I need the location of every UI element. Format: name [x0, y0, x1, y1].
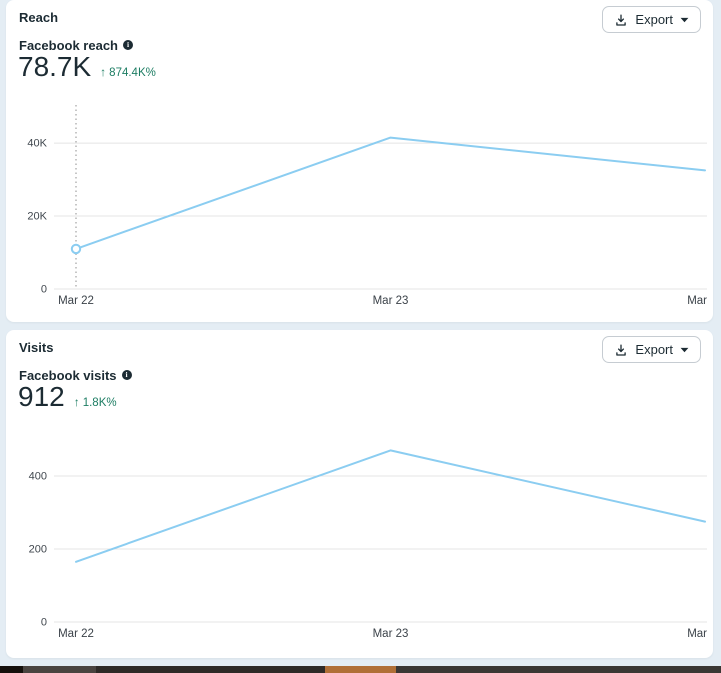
metric-label-row: Facebook visits i — [19, 367, 132, 383]
metric-value-reach: 78.7K — [18, 51, 92, 82]
reach-line-chart[interactable]: 0 20K 40K Mar 22 Mar 23 Mar — [6, 100, 713, 312]
image-sliver-segment — [96, 666, 325, 673]
metric-label-visits: Facebook visits — [19, 367, 117, 383]
download-icon — [616, 344, 627, 356]
delta-badge: ↑ 874.4K% — [100, 66, 156, 80]
info-glyph: i — [126, 40, 130, 50]
info-icon[interactable]: i — [123, 40, 133, 50]
arrow-up-icon: ↑ — [73, 395, 80, 409]
export-label: Export — [635, 342, 673, 357]
arrow-up-icon: ↑ — [100, 65, 107, 79]
y-axis-tick-label: 20K — [27, 211, 47, 223]
data-line — [75, 449, 706, 563]
x-axis-tick-label: Mar 23 — [373, 295, 409, 307]
x-axis-tick-label: Mar — [687, 628, 707, 640]
y-axis-tick-label: 40K — [27, 138, 47, 150]
info-icon[interactable]: i — [121, 370, 132, 380]
chevron-down-icon — [680, 17, 689, 22]
info-glyph: i — [125, 370, 128, 380]
y-axis-tick-label: 400 — [29, 471, 47, 483]
visits-card: Visits Export Facebook visits i 912 ↑ 1.… — [6, 330, 713, 658]
reach-card: Reach Export Facebook reach i 78.7K ↑ 87… — [6, 0, 713, 322]
partial-next-section-image — [0, 666, 721, 673]
delta-value-visits: 1.8K% — [82, 397, 117, 409]
card-title-visits: Visits — [19, 340, 54, 355]
selected-data-point-marker[interactable] — [70, 243, 82, 255]
chevron-down-icon — [680, 347, 689, 352]
export-button-visits[interactable]: Export — [602, 336, 701, 363]
visits-line-chart[interactable]: 0 200 400 Mar 22 Mar 23 Mar — [6, 430, 713, 645]
x-axis-tick-label: Mar — [687, 295, 707, 307]
metric-label-row: Facebook reach i — [19, 37, 133, 53]
export-button-reach[interactable]: Export — [602, 6, 701, 33]
y-axis-tick-label: 200 — [29, 544, 47, 556]
delta-badge: ↑ 1.8K% — [74, 396, 117, 410]
metric-value-visits: 912 — [18, 381, 65, 412]
image-sliver-segment — [396, 666, 721, 673]
x-axis-tick-label: Mar 22 — [58, 295, 94, 307]
x-axis-tick-label: Mar 22 — [58, 628, 94, 640]
image-sliver-segment — [23, 666, 96, 673]
image-sliver-segment — [0, 666, 23, 673]
image-sliver-segment — [325, 666, 396, 673]
metric-value-row: 912 ↑ 1.8K% — [18, 383, 117, 411]
data-line — [75, 136, 706, 250]
metric-label-reach: Facebook reach — [19, 37, 118, 53]
y-axis-tick-label: 0 — [41, 617, 47, 629]
metric-value-row: 78.7K ↑ 874.4K% — [18, 53, 156, 81]
card-title-reach: Reach — [19, 10, 59, 25]
y-axis-tick-label: 0 — [41, 284, 47, 296]
download-icon — [616, 14, 627, 26]
export-label: Export — [635, 12, 673, 27]
x-axis-tick-label: Mar 23 — [373, 628, 409, 640]
delta-value-reach: 874.4K% — [109, 67, 156, 79]
